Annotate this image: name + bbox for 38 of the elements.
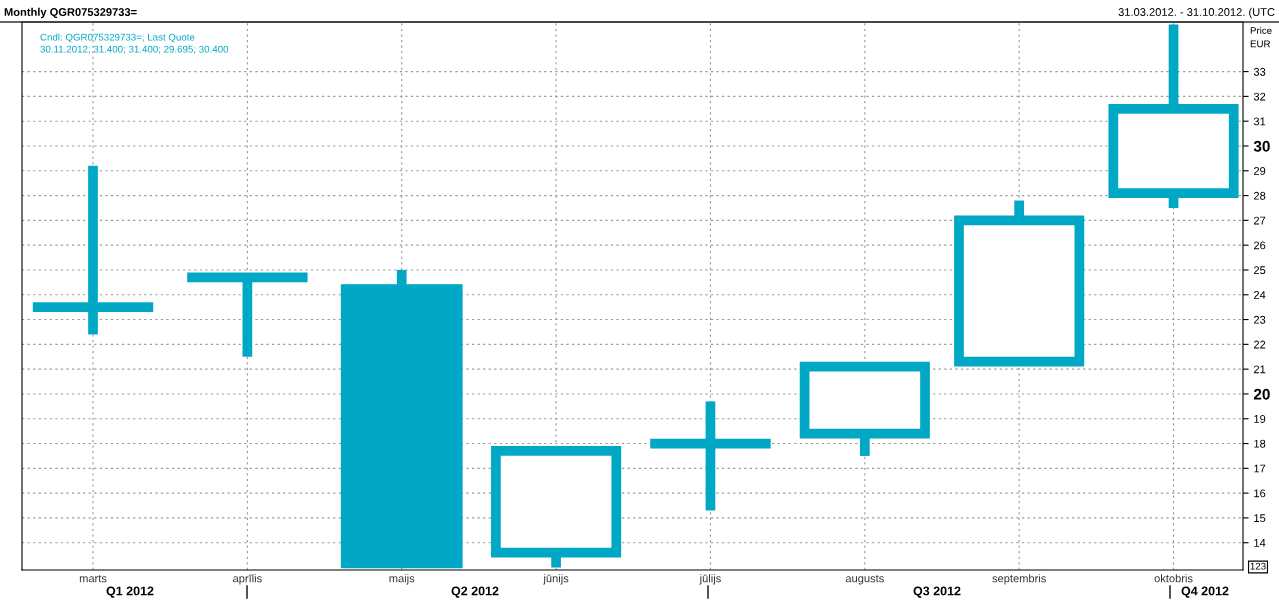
y-tick-label: 25 [1253,266,1266,275]
x-tick-label: oktobris [1154,574,1193,583]
y-tick-label: 24 [1253,291,1266,299]
chart-subtitle: 31.03.2012. - 31.10.2012. (UTC [1118,7,1275,19]
text: Q3 2012 [913,586,961,598]
y-tick-label: 15 [1254,514,1266,523]
y-tick-label: 19 [1254,415,1266,423]
text: 123 [1250,562,1266,570]
x-tick-label: augusts [845,575,884,585]
x-tick-label: jūlijs [699,574,721,585]
y-tick-label: 27 [1253,216,1266,225]
y-tick-label: 31 [1253,117,1266,126]
y-tick-label: 26 [1253,241,1266,250]
x-tick-label: aprīlis [233,574,262,585]
annotation: 30.11.2012; 31.400; 31.400; 29.695; 30.400 [40,45,229,54]
x-tick-label: jūnijs [543,574,569,585]
y-tick-label: 21 [1253,365,1266,374]
y-tick-label: 17 [1254,464,1266,473]
y-axis-title: Price EUR [1250,26,1272,48]
y-tick-label: 20 [1253,388,1270,400]
y-tick-label: 18 [1254,439,1266,448]
x-tick-label: septembris [992,574,1046,585]
y-tick-label: 16 [1254,489,1266,498]
chart-title: Monthly QGR075329733= [4,7,137,19]
y-tick-label: 14 [1254,539,1266,547]
y-tick-label: 32 [1253,92,1266,101]
text: Q2 2012 [451,586,499,598]
y-tick-label: 28 [1253,191,1266,200]
y-tick-label: 30 [1253,140,1270,152]
y-tick-label: 33 [1253,67,1266,76]
text: Q4 2012 [1181,586,1229,598]
x-tick-label: marts [79,575,107,583]
y-tick-label: 29 [1253,167,1266,175]
annotation: Cndl: QGR075329733=; Last Quote [40,33,195,43]
text: Q1 2012 [106,586,154,598]
x-tick-label: maijs [389,574,415,585]
y-tick-label: 22 [1253,340,1266,349]
y-tick-label: 23 [1253,315,1266,324]
